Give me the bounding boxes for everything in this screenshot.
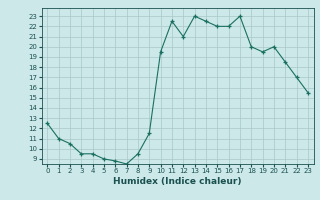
X-axis label: Humidex (Indice chaleur): Humidex (Indice chaleur) xyxy=(113,177,242,186)
